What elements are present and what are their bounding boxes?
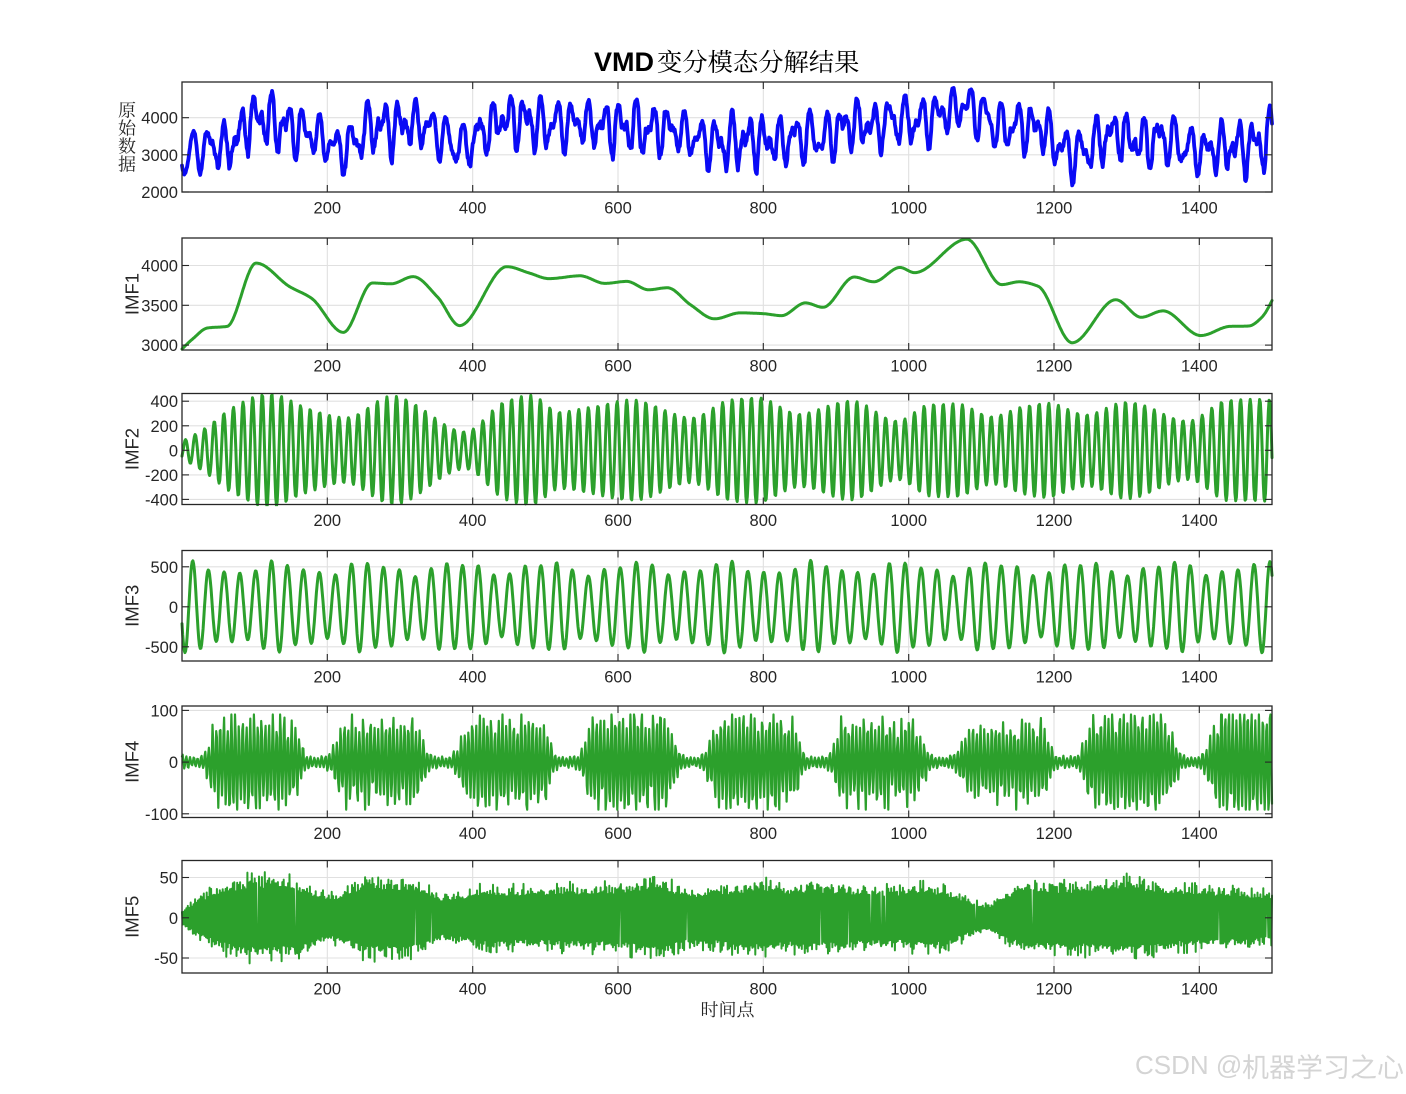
- svg-text:400: 400: [459, 512, 487, 530]
- svg-text:200: 200: [314, 669, 342, 687]
- svg-text:600: 600: [604, 358, 632, 376]
- svg-text:1400: 1400: [1181, 825, 1218, 843]
- svg-text:1200: 1200: [1036, 669, 1073, 687]
- svg-text:400: 400: [459, 825, 487, 843]
- svg-text:1000: 1000: [890, 200, 927, 218]
- svg-text:-50: -50: [154, 950, 178, 968]
- svg-text:1000: 1000: [890, 981, 927, 999]
- svg-text:IMF4: IMF4: [122, 741, 143, 783]
- svg-text:400: 400: [150, 393, 178, 411]
- svg-text:1400: 1400: [1181, 512, 1218, 530]
- svg-text:800: 800: [750, 512, 778, 530]
- svg-text:600: 600: [604, 825, 632, 843]
- svg-text:4000: 4000: [141, 258, 178, 276]
- svg-text:600: 600: [604, 669, 632, 687]
- svg-text:4000: 4000: [141, 110, 178, 128]
- svg-text:200: 200: [150, 418, 178, 436]
- svg-text:0: 0: [169, 599, 178, 617]
- svg-text:600: 600: [604, 981, 632, 999]
- svg-text:-200: -200: [145, 467, 178, 485]
- svg-text:1200: 1200: [1036, 358, 1073, 376]
- svg-text:800: 800: [750, 981, 778, 999]
- svg-text:1000: 1000: [890, 512, 927, 530]
- svg-text:IMF3: IMF3: [122, 585, 143, 627]
- svg-text:1200: 1200: [1036, 200, 1073, 218]
- svg-text:3000: 3000: [141, 147, 178, 165]
- svg-text:1000: 1000: [890, 669, 927, 687]
- svg-text:800: 800: [750, 669, 778, 687]
- svg-text:1200: 1200: [1036, 825, 1073, 843]
- svg-text:500: 500: [150, 559, 178, 577]
- svg-text:-400: -400: [145, 491, 178, 509]
- svg-text:600: 600: [604, 512, 632, 530]
- svg-text:200: 200: [314, 825, 342, 843]
- svg-text:1400: 1400: [1181, 358, 1218, 376]
- svg-text:-100: -100: [145, 806, 178, 824]
- svg-text:400: 400: [459, 358, 487, 376]
- svg-text:400: 400: [459, 669, 487, 687]
- svg-text:3500: 3500: [141, 297, 178, 315]
- svg-text:200: 200: [314, 512, 342, 530]
- svg-text:1000: 1000: [890, 358, 927, 376]
- svg-text:3000: 3000: [141, 337, 178, 355]
- svg-text:200: 200: [314, 981, 342, 999]
- svg-text:400: 400: [459, 981, 487, 999]
- svg-text:400: 400: [459, 200, 487, 218]
- svg-text:2000: 2000: [141, 184, 178, 202]
- svg-text:1400: 1400: [1181, 981, 1218, 999]
- svg-text:800: 800: [750, 200, 778, 218]
- svg-text:200: 200: [314, 200, 342, 218]
- svg-text:CSDN @: CSDN @: [1135, 1050, 1242, 1080]
- svg-text:IMF2: IMF2: [122, 428, 143, 470]
- svg-text:800: 800: [750, 358, 778, 376]
- svg-text:0: 0: [169, 442, 178, 460]
- svg-text:1400: 1400: [1181, 669, 1218, 687]
- svg-text:1000: 1000: [890, 825, 927, 843]
- svg-text:1400: 1400: [1181, 200, 1218, 218]
- svg-text:200: 200: [314, 358, 342, 376]
- svg-text:1200: 1200: [1036, 512, 1073, 530]
- svg-text:-500: -500: [145, 639, 178, 657]
- svg-text:IMF5: IMF5: [122, 896, 143, 938]
- svg-text:0: 0: [169, 754, 178, 772]
- svg-text:1200: 1200: [1036, 981, 1073, 999]
- svg-text:IMF1: IMF1: [122, 273, 143, 315]
- svg-text:0: 0: [169, 910, 178, 928]
- svg-text:800: 800: [750, 825, 778, 843]
- svg-text:100: 100: [150, 702, 178, 720]
- svg-text:50: 50: [160, 870, 178, 888]
- svg-text:600: 600: [604, 200, 632, 218]
- svg-text:VMD: VMD: [594, 47, 654, 77]
